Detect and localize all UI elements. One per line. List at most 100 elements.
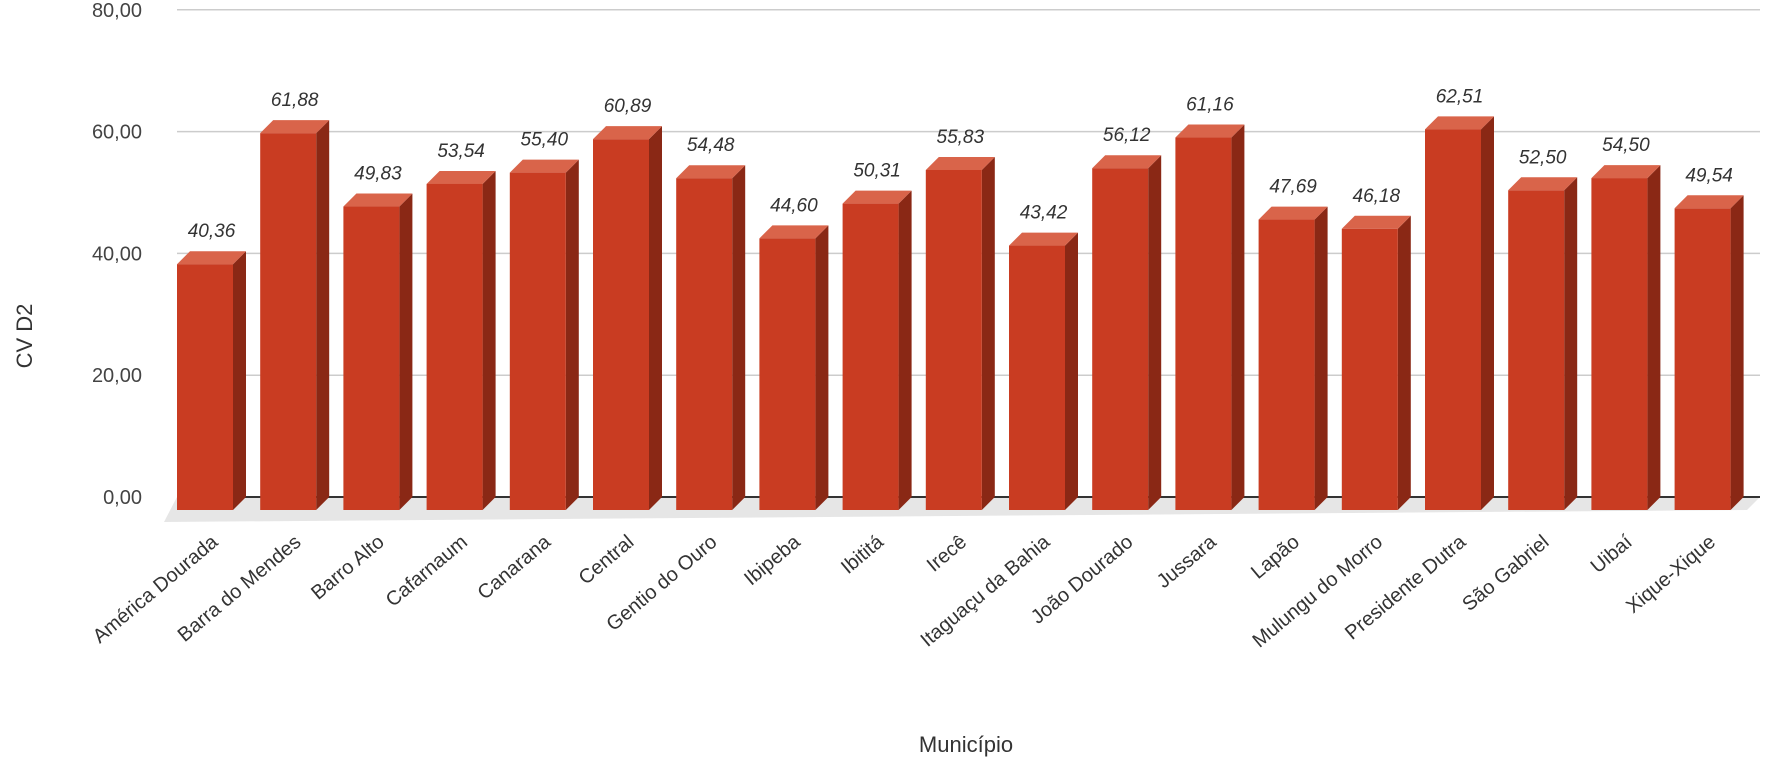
bar-front-face [343,206,400,511]
bar-front-face [842,203,899,510]
data-label: 52,50 [1519,147,1567,168]
bar-side-face [1647,165,1661,510]
bar-top-face [759,225,829,239]
bar-side-face [1564,177,1578,510]
bar-top-face [1341,215,1411,229]
bar-top-face [1591,165,1661,179]
bar [1175,124,1245,511]
bar [759,225,829,511]
bar-front-face [177,264,233,510]
bar-side-face [399,193,413,511]
bar-side-face [482,170,496,510]
bar [1591,165,1661,510]
bar [925,156,995,510]
bar-side-face [732,165,746,510]
bar-top-face [842,190,912,204]
data-label: 44,60 [770,195,818,216]
x-tick-label: Central [575,531,639,589]
bar-top-face [593,126,662,140]
bar [1092,155,1162,511]
bar [1425,116,1494,511]
bars [177,116,1744,511]
bar-side-face [815,225,829,511]
y-tick-label: 40,00 [92,243,142,265]
bar-side-face [1231,124,1245,511]
x-tick-label: Irecê [923,531,971,576]
data-label: 47,69 [1269,177,1317,198]
bar-front-face [1175,137,1232,511]
bar-front-face [1508,190,1565,510]
data-labels: 40,36 61,88 49,83 53,54 55,40 60,89 54,48 44,60… [188,86,1733,242]
data-label: 43,42 [1020,203,1068,224]
data-label: 61,88 [271,90,319,111]
x-axis-title: Município [919,732,1013,757]
bar [1258,206,1328,510]
x-tick-label: Xique-Xique [1622,531,1720,618]
bar-front-face [925,169,982,510]
x-tick-label: Ibititá [837,530,888,578]
data-label: 54,50 [1602,135,1650,156]
bar-side-face [1148,155,1162,511]
bar-top-face [343,193,413,207]
y-tick-label: 20,00 [92,365,142,387]
bar-top-face [1674,195,1744,209]
bar [593,126,662,510]
data-label: 55,83 [937,127,985,148]
bar-side-face [1314,206,1328,510]
x-tick-label: Canarana [474,530,556,604]
bar-top-face [1009,232,1078,246]
bar-top-face [1258,206,1328,220]
bar-top-face [1508,177,1578,191]
bar-side-face [1397,215,1411,510]
y-tick-label: 60,00 [92,122,142,144]
bar-side-face [981,156,995,510]
bar [1508,177,1578,510]
data-label: 53,54 [437,141,485,162]
bar-side-face [565,159,579,510]
data-label: 49,83 [354,164,402,185]
x-tick-label: Barro Alto [307,531,388,604]
data-label: 55,40 [521,130,569,151]
bar [260,120,330,510]
x-tick-label: Ibipeba [740,530,805,590]
bar-top-face [1092,155,1162,169]
data-label: 46,18 [1353,186,1401,207]
bar-side-face [233,251,246,511]
bar-top-face [925,156,995,170]
bar [842,190,912,510]
data-label: 54,48 [687,135,735,156]
data-label: 50,31 [853,161,901,182]
y-axis-ticks: 0,00 20,00 40,00 60,00 80,00 [92,0,142,509]
bar [1674,195,1744,511]
bar-top-face [1175,124,1245,138]
bar [343,193,413,511]
bar-front-face [260,133,317,510]
bar-side-face [1481,116,1494,511]
bar-top-face [177,251,246,265]
bar-front-face [759,238,816,511]
bar [676,165,746,510]
data-label: 49,54 [1685,165,1733,186]
bar-front-face [1258,219,1315,510]
y-axis-title: CV D2 [12,304,37,369]
bar-side-face [649,126,662,510]
y-tick-label: 0,00 [103,487,142,509]
bar [177,251,246,511]
bar [1341,215,1411,510]
bar-front-face [1341,228,1398,510]
bar [1009,232,1078,510]
x-tick-label: Uibaí [1587,531,1637,578]
bar-side-face [898,190,912,510]
bar-top-face [260,120,330,134]
bar-side-face [1730,195,1744,511]
bar-top-face [1425,116,1494,130]
bar-front-face [1092,168,1149,511]
bar-front-face [509,172,566,510]
bar-front-face [1591,178,1648,510]
data-label: 62,51 [1436,86,1484,107]
bar-top-face [426,170,496,184]
data-label: 61,16 [1186,95,1234,116]
bar-top-face [676,165,746,179]
x-tick-label: Jussara [1153,530,1221,592]
